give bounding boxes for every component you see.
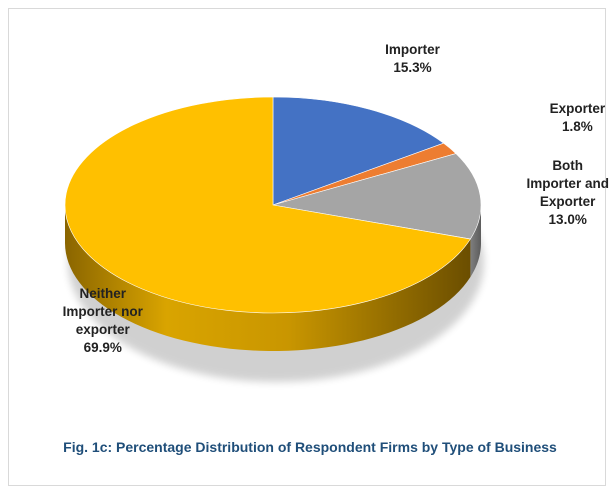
data-label-both-line-4: 13.0%	[549, 212, 587, 227]
data-label-importer-line-1: Importer	[385, 42, 441, 57]
pie-side-neither	[65, 205, 471, 351]
pie-slice-both	[272, 153, 482, 240]
data-label-both-line-3: Exporter	[540, 194, 596, 209]
data-label-importer-line-2: 15.3%	[393, 60, 431, 75]
pie-slice-neither	[64, 96, 471, 314]
pie-slice-importer	[272, 96, 445, 206]
data-label-exporter-line-1: Exporter	[550, 101, 606, 116]
data-label-neither-line-2: Importer nor	[63, 304, 144, 319]
chart-title: Fig. 1c: Percentage Distribution of Resp…	[63, 439, 557, 455]
data-label-neither-line-1: Neither	[80, 286, 127, 301]
data-label-neither-line-3: exporter	[76, 322, 131, 337]
data-label-both-line-2: Importer and	[526, 176, 609, 191]
data-label-both-line-1: Both	[552, 158, 583, 173]
data-label-exporter-line-2: 1.8%	[562, 119, 593, 134]
data-label-neither-line-4: 69.9%	[84, 340, 122, 355]
